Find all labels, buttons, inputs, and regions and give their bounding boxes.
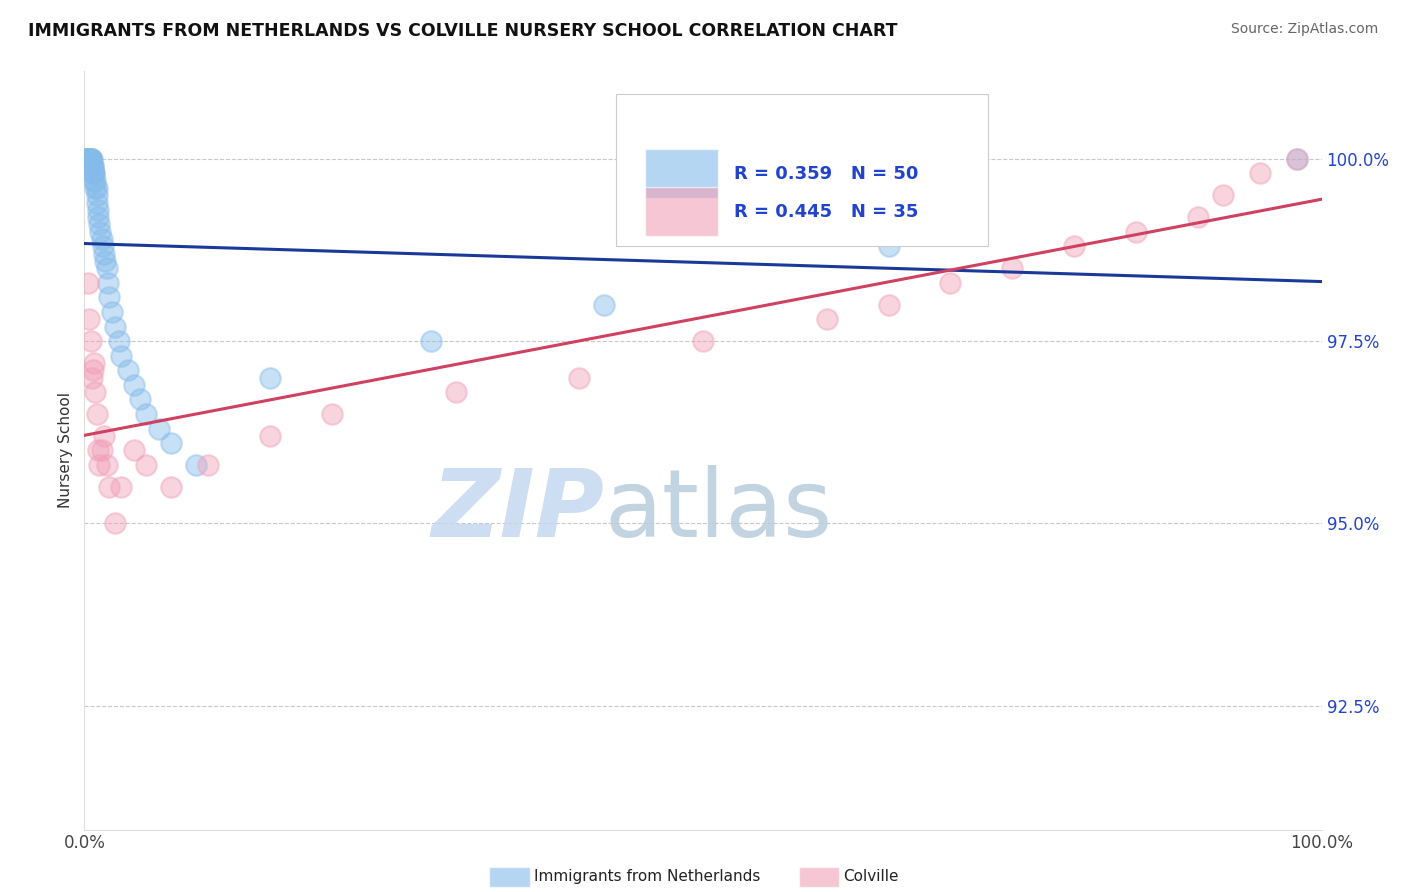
Point xyxy=(122,443,145,458)
Point xyxy=(80,152,103,166)
Point xyxy=(91,239,114,253)
Point xyxy=(79,152,101,166)
FancyBboxPatch shape xyxy=(645,150,718,198)
Point xyxy=(1249,166,1271,180)
Point xyxy=(84,385,107,400)
Point xyxy=(79,312,101,326)
Point xyxy=(98,290,121,304)
Text: atlas: atlas xyxy=(605,465,832,558)
Point xyxy=(160,436,183,450)
Point xyxy=(82,159,104,173)
Point xyxy=(75,152,97,166)
Point xyxy=(104,516,127,531)
Point xyxy=(80,370,103,384)
Point xyxy=(444,385,467,400)
Point xyxy=(93,429,115,443)
Point xyxy=(86,195,108,210)
Point xyxy=(593,298,616,312)
FancyBboxPatch shape xyxy=(645,187,718,235)
Point xyxy=(79,152,101,166)
Point xyxy=(419,334,441,348)
Point xyxy=(82,159,104,173)
Point xyxy=(568,370,591,384)
Point xyxy=(79,152,101,166)
Point xyxy=(80,159,103,173)
Point xyxy=(82,363,104,377)
Point xyxy=(86,407,108,421)
Point xyxy=(877,239,900,253)
Point xyxy=(83,166,105,180)
Point xyxy=(93,246,115,260)
Point xyxy=(1212,188,1234,202)
Point xyxy=(82,166,104,180)
Point xyxy=(90,232,112,246)
Point xyxy=(77,152,100,166)
Point xyxy=(89,225,111,239)
Point xyxy=(160,480,183,494)
Point xyxy=(259,370,281,384)
Point xyxy=(1285,152,1308,166)
Point xyxy=(87,443,110,458)
Point xyxy=(110,480,132,494)
Point xyxy=(1187,210,1209,224)
Point xyxy=(83,174,105,188)
Point xyxy=(259,429,281,443)
Text: R = 0.445   N = 35: R = 0.445 N = 35 xyxy=(734,202,918,220)
Point xyxy=(76,152,98,166)
Point xyxy=(321,407,343,421)
Point xyxy=(79,152,101,166)
Point xyxy=(79,152,101,166)
Point xyxy=(97,276,120,290)
Text: R = 0.359   N = 50: R = 0.359 N = 50 xyxy=(734,165,918,183)
Point xyxy=(1001,261,1024,276)
Point xyxy=(815,312,838,326)
Text: IMMIGRANTS FROM NETHERLANDS VS COLVILLE NURSERY SCHOOL CORRELATION CHART: IMMIGRANTS FROM NETHERLANDS VS COLVILLE … xyxy=(28,22,897,40)
Point xyxy=(129,392,152,407)
Point xyxy=(94,253,117,268)
Point xyxy=(77,276,100,290)
Text: Source: ZipAtlas.com: Source: ZipAtlas.com xyxy=(1230,22,1378,37)
Point xyxy=(197,458,219,472)
Point xyxy=(86,181,108,195)
Point xyxy=(83,356,105,370)
Point xyxy=(98,480,121,494)
Point xyxy=(1063,239,1085,253)
Point xyxy=(79,334,101,348)
Point xyxy=(100,305,122,319)
Point xyxy=(135,407,157,421)
Point xyxy=(110,349,132,363)
Point xyxy=(184,458,207,472)
Point xyxy=(84,174,107,188)
Text: Immigrants from Netherlands: Immigrants from Netherlands xyxy=(534,870,761,884)
Text: Colville: Colville xyxy=(844,870,898,884)
Point xyxy=(692,334,714,348)
Text: ZIP: ZIP xyxy=(432,465,605,558)
Point xyxy=(117,363,139,377)
Point xyxy=(148,421,170,435)
Point xyxy=(96,261,118,276)
Point xyxy=(77,152,100,166)
Point xyxy=(1125,225,1147,239)
Point xyxy=(1285,152,1308,166)
Point xyxy=(135,458,157,472)
Point xyxy=(84,181,107,195)
FancyBboxPatch shape xyxy=(616,95,987,245)
Point xyxy=(96,458,118,472)
Point xyxy=(87,210,110,224)
Point xyxy=(939,276,962,290)
Y-axis label: Nursery School: Nursery School xyxy=(58,392,73,508)
Point xyxy=(83,166,105,180)
Point xyxy=(86,188,108,202)
Point xyxy=(90,443,112,458)
Point xyxy=(104,319,127,334)
Point xyxy=(89,458,111,472)
Point xyxy=(76,152,98,166)
Point xyxy=(122,377,145,392)
Point xyxy=(87,202,110,217)
Point xyxy=(877,298,900,312)
Point xyxy=(89,218,111,232)
Point xyxy=(108,334,131,348)
